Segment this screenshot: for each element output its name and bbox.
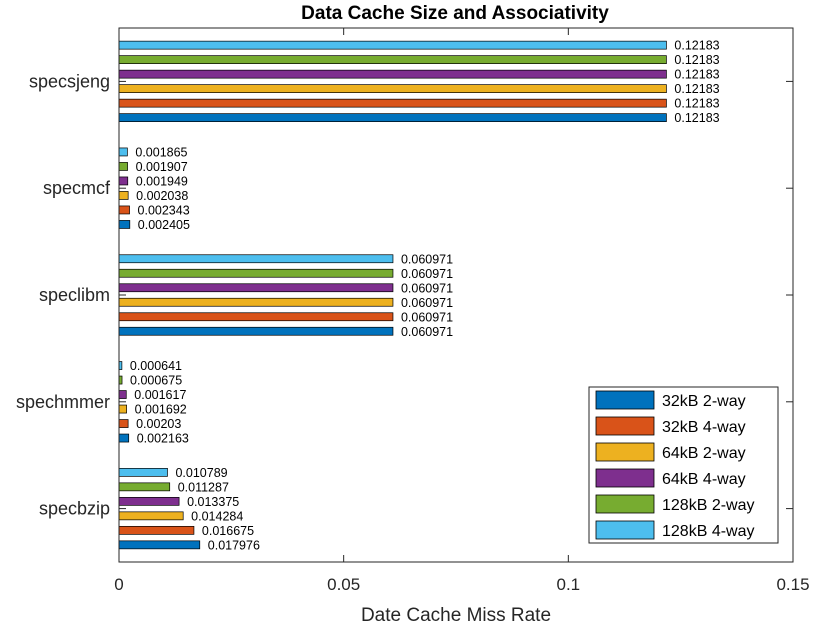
category-label-specbzip: specbzip — [39, 499, 110, 519]
data-label: 0.060971 — [401, 325, 453, 339]
data-label: 0.12183 — [674, 53, 719, 67]
data-label: 0.002405 — [138, 218, 190, 232]
legend-entry-128kB-2-way: 128kB 2-way — [662, 497, 755, 514]
bar-spechmmer-64kB-2-way — [118, 404, 127, 414]
data-label: 0.12183 — [674, 39, 719, 53]
data-label: 0.001907 — [136, 160, 188, 174]
data-label: 0.000675 — [130, 374, 182, 388]
data-label: 0.017976 — [208, 538, 260, 552]
data-label: 0.001865 — [135, 145, 187, 159]
data-label: 0.060971 — [401, 310, 453, 324]
bar-specmcf-64kB-2-way — [118, 191, 129, 200]
legend-entry-64kB-2-way: 64kB 2-way — [662, 445, 746, 462]
legend-entry-32kB-4-way: 32kB 4-way — [662, 419, 746, 436]
legend-swatch-64kB-2-way — [595, 442, 655, 462]
bar-speclibm-128kB-4-way — [118, 254, 394, 264]
category-label-specsjeng: specsjeng — [29, 71, 110, 91]
bar-specbzip-128kB-2-way — [118, 482, 171, 492]
data-label: 0.060971 — [401, 252, 453, 266]
category-label-spechmmer: spechmmer — [16, 392, 110, 412]
bar-specbzip-64kB-2-way — [118, 511, 184, 521]
x-axis-label: Date Cache Miss Rate — [361, 605, 551, 626]
bar-specbzip-32kB-2-way — [118, 540, 201, 550]
category-label-specmcf: specmcf — [43, 178, 111, 198]
bar-spechmmer-32kB-2-way — [118, 433, 130, 443]
data-label: 0.002163 — [137, 432, 189, 446]
data-label: 0.12183 — [674, 97, 719, 111]
bar-spechmmer-32kB-4-way — [118, 419, 129, 428]
data-label: 0.001692 — [135, 403, 187, 417]
data-label: 0.12183 — [674, 82, 719, 96]
data-labels-layer: 0.0179760.0166750.0142840.0133750.011287… — [130, 39, 720, 553]
data-label: 0.001949 — [136, 174, 188, 188]
legend-swatch-32kB-4-way — [595, 416, 655, 436]
bar-specbzip-64kB-4-way — [118, 497, 180, 506]
bar-speclibm-32kB-2-way — [118, 326, 394, 336]
data-label: 0.060971 — [401, 281, 453, 295]
legend: 32kB 2-way 32kB 4-way 64kB 2-way 64kB 4-way… — [588, 386, 779, 544]
legend-swatch-128kB-4-way — [595, 520, 655, 540]
data-label: 0.060971 — [401, 267, 453, 281]
bar-speclibm-32kB-4-way — [118, 312, 394, 322]
x-tick-label: 0.05 — [327, 575, 360, 594]
data-label: 0.00203 — [136, 417, 181, 431]
data-label: 0.016675 — [202, 524, 254, 538]
x-tick-label: 0.15 — [776, 575, 809, 594]
legend-box — [588, 386, 779, 544]
legend-entry-32kB-2-way: 32kB 2-way — [662, 393, 746, 410]
bar-specmcf-64kB-4-way — [118, 176, 129, 186]
data-label: 0.12183 — [674, 68, 719, 82]
data-label: 0.010789 — [175, 466, 227, 480]
data-label: 0.060971 — [401, 296, 453, 310]
bar-spechmmer-64kB-4-way — [118, 390, 127, 399]
data-label: 0.011287 — [178, 480, 229, 494]
data-label: 0.002343 — [138, 203, 190, 217]
bar-speclibm-64kB-4-way — [118, 283, 394, 293]
bar-specsjeng-64kB-4-way — [118, 69, 667, 79]
bar-specsjeng-128kB-4-way — [118, 40, 667, 50]
legend-entry-64kB-4-way: 64kB 4-way — [662, 471, 746, 488]
bar-speclibm-128kB-2-way — [118, 268, 394, 278]
legend-swatch-64kB-4-way — [595, 468, 655, 488]
category-label-speclibm: speclibm — [39, 285, 110, 305]
bar-specmcf-32kB-4-way — [118, 205, 130, 215]
legend-swatch-128kB-2-way — [595, 494, 655, 514]
x-axis: 0 0.05 0.1 0.15 — [114, 28, 810, 594]
data-label: 0.014284 — [191, 509, 243, 523]
legend-swatch-32kB-2-way — [595, 390, 655, 410]
legend-entry-128kB-4-way: 128kB 4-way — [662, 523, 755, 540]
x-tick-label: 0.1 — [557, 575, 581, 594]
bar-speclibm-64kB-2-way — [118, 297, 394, 307]
data-label: 0.12183 — [674, 111, 719, 125]
bar-specbzip-32kB-4-way — [118, 525, 195, 535]
y-axis: specbzip spechmmer speclibm specmcf specsjen… — [16, 71, 793, 519]
chart-title: Data Cache Size and Associativity — [301, 3, 609, 24]
bar-specbzip-128kB-4-way — [118, 468, 168, 477]
bar-specmcf-128kB-4-way — [118, 147, 128, 157]
bar-specsjeng-128kB-2-way — [118, 55, 667, 65]
data-label: 0.013375 — [187, 495, 239, 509]
bar-specsjeng-64kB-2-way — [118, 84, 667, 94]
x-tick-label: 0 — [114, 575, 123, 594]
data-label: 0.002038 — [136, 189, 188, 203]
bar-specsjeng-32kB-2-way — [118, 113, 667, 123]
data-label: 0.001617 — [134, 388, 186, 402]
bar-specsjeng-32kB-4-way — [118, 98, 667, 108]
data-label: 0.000641 — [130, 359, 182, 373]
bar-specmcf-128kB-2-way — [118, 162, 128, 171]
bar-specmcf-32kB-2-way — [118, 220, 131, 229]
